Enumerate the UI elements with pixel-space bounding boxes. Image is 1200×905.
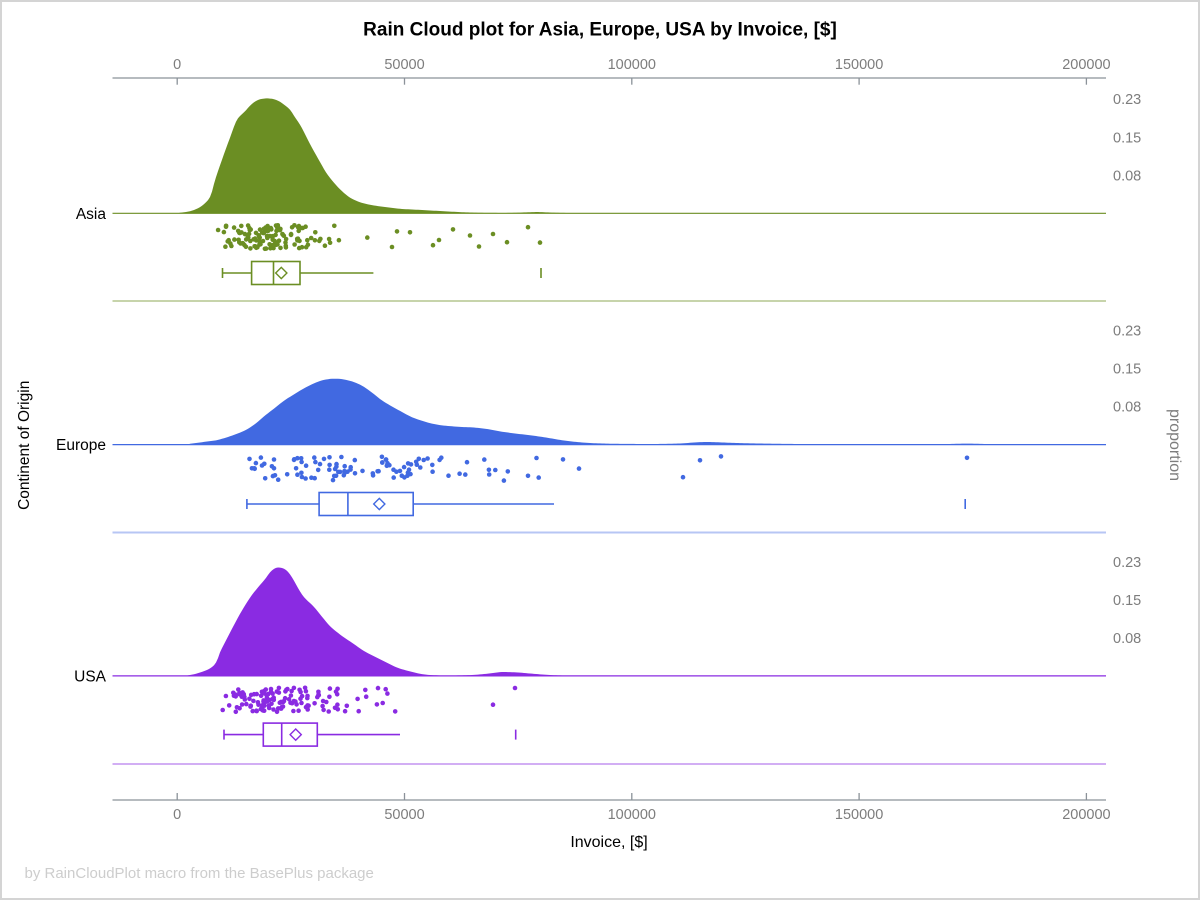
svg-text:200000: 200000 — [1062, 807, 1110, 823]
svg-text:Europe: Europe — [56, 437, 106, 454]
svg-text:200000: 200000 — [1062, 57, 1110, 73]
svg-text:50000: 50000 — [384, 57, 424, 73]
svg-text:by RainCloudPlot macro from th: by RainCloudPlot macro from the BasePlus… — [25, 865, 374, 882]
svg-text:Continent of Origin: Continent of Origin — [16, 381, 33, 510]
svg-text:0.15: 0.15 — [1113, 130, 1141, 146]
svg-text:0.08: 0.08 — [1113, 168, 1141, 184]
svg-text:proportion: proportion — [1166, 409, 1183, 481]
svg-text:150000: 150000 — [835, 57, 883, 73]
svg-text:0: 0 — [173, 57, 181, 73]
svg-text:0.15: 0.15 — [1113, 362, 1141, 378]
svg-text:100000: 100000 — [608, 807, 656, 823]
svg-text:0: 0 — [173, 807, 181, 823]
svg-text:0.15: 0.15 — [1113, 593, 1141, 609]
svg-text:Rain Cloud plot for Asia, Euro: Rain Cloud plot for Asia, Europe, USA by… — [363, 20, 837, 41]
svg-text:USA: USA — [74, 669, 107, 686]
svg-text:50000: 50000 — [384, 807, 424, 823]
svg-text:Asia: Asia — [76, 206, 107, 223]
svg-text:0.23: 0.23 — [1113, 324, 1141, 340]
svg-text:0.08: 0.08 — [1113, 631, 1141, 647]
svg-text:0.08: 0.08 — [1113, 400, 1141, 416]
svg-text:150000: 150000 — [835, 807, 883, 823]
svg-text:Invoice, [$]: Invoice, [$] — [570, 834, 647, 851]
svg-text:0.23: 0.23 — [1113, 555, 1141, 571]
svg-text:0.23: 0.23 — [1113, 92, 1141, 108]
svg-text:100000: 100000 — [608, 57, 656, 73]
